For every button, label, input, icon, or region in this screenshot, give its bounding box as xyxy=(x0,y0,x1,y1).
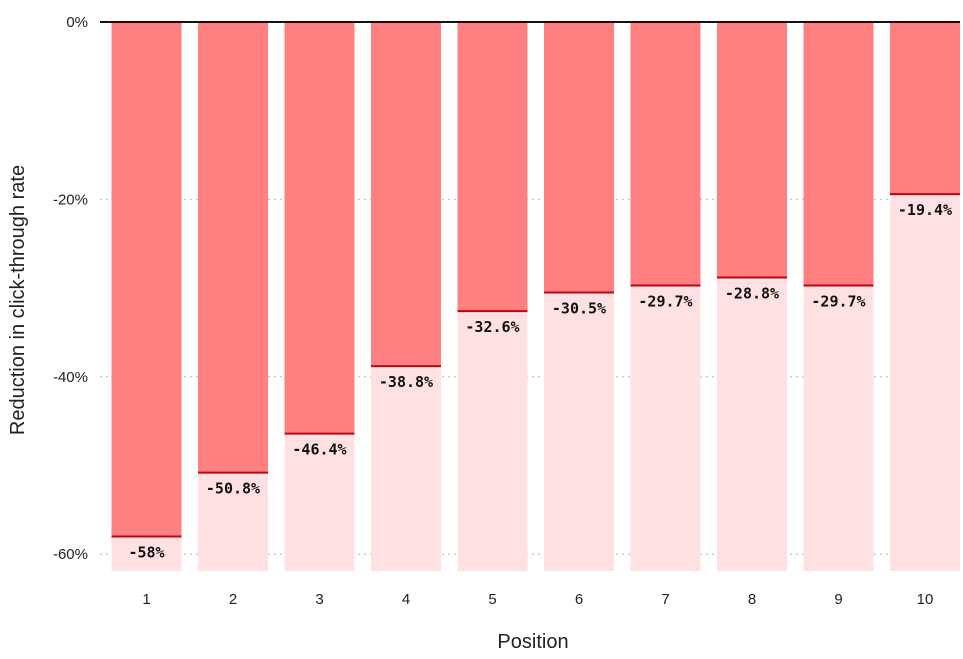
x-tick-label: 1 xyxy=(142,591,150,608)
data-label: -29.7% xyxy=(638,292,692,310)
data-label: -38.8% xyxy=(379,373,433,391)
bar xyxy=(111,22,182,537)
x-tick-label: 6 xyxy=(575,591,583,608)
y-tick-label: -60% xyxy=(53,546,88,563)
x-tick-label: 5 xyxy=(488,591,496,608)
y-tick-label: -40% xyxy=(53,369,88,386)
bar xyxy=(198,22,268,473)
data-label: -46.4% xyxy=(292,441,346,459)
x-axis-ticks: 1 2 3 4 5 6 7 8 9 10 xyxy=(142,591,933,608)
y-tick-label: 0% xyxy=(66,14,88,31)
y-axis-title: Reduction in click-through rate xyxy=(7,165,29,435)
data-label: -30.5% xyxy=(552,300,606,318)
bar xyxy=(803,22,874,286)
data-label: -58% xyxy=(128,543,164,561)
bar xyxy=(284,22,355,434)
data-label: -28.8% xyxy=(725,284,779,302)
data-label: -19.4% xyxy=(898,201,952,219)
x-axis-title: Position xyxy=(497,631,568,653)
data-label: -50.8% xyxy=(206,480,260,498)
y-axis-ticks: 0% -20% -40% -60% xyxy=(53,14,88,563)
x-tick-label: 4 xyxy=(402,591,410,608)
y-tick-label: -20% xyxy=(53,191,88,208)
x-tick-label: 7 xyxy=(661,591,669,608)
x-tick-label: 10 xyxy=(917,591,934,608)
bar xyxy=(544,22,614,293)
value-labels: -58% -50.8% -46.4% -38.8% -32.6% -30.5% -29.7%… xyxy=(128,201,952,561)
x-tick-label: 8 xyxy=(748,591,756,608)
x-tick-label: 9 xyxy=(834,591,842,608)
x-tick-label: 2 xyxy=(229,591,237,608)
bar xyxy=(717,22,787,278)
x-tick-label: 3 xyxy=(315,591,323,608)
bar xyxy=(371,22,441,367)
bar xyxy=(890,22,960,195)
bar xyxy=(457,22,528,312)
bar xyxy=(630,22,701,286)
data-label: -32.6% xyxy=(465,318,519,336)
bars xyxy=(111,22,960,571)
data-label: -29.7% xyxy=(811,292,865,310)
